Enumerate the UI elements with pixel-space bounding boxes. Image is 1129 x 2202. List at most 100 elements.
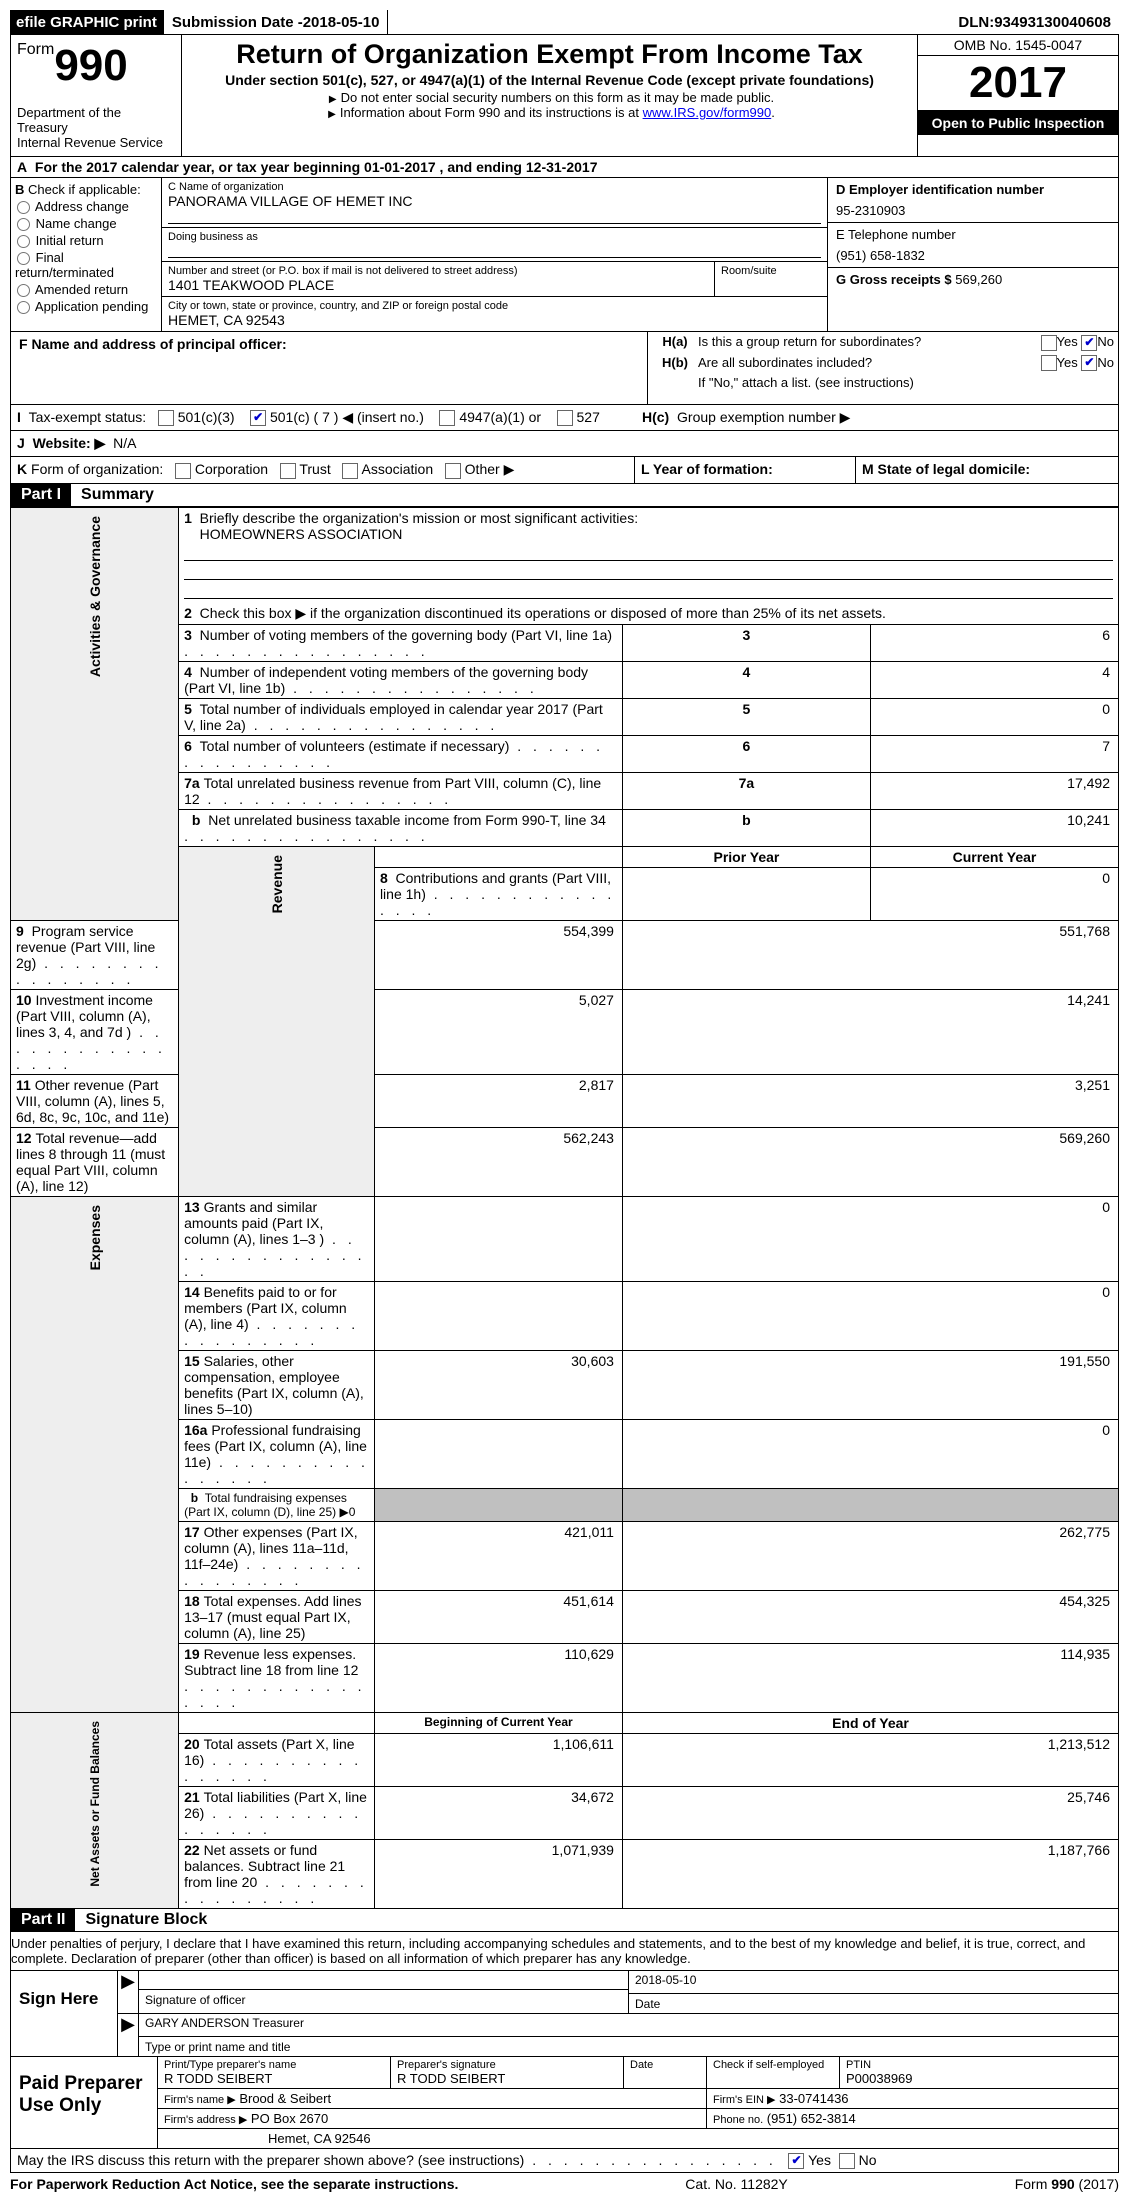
ptin-cap: PTIN <box>846 2059 1112 2071</box>
year-formation-label: L Year of formation: <box>641 461 773 477</box>
note-info: Information about Form 990 and its instr… <box>340 105 643 120</box>
h-a-no[interactable]: ✔ <box>1081 335 1097 351</box>
row-i-tax-status: I Tax-exempt status: 501(c)(3) ✔ 501(c) … <box>10 405 1119 431</box>
chk-trust[interactable] <box>280 463 296 479</box>
firm-addr-cap: Firm's address ▶ <box>164 2114 247 2126</box>
h-b-note: If "No," attach a list. (see instruction… <box>698 375 1114 390</box>
form-990-footer: Form 990 (2017) <box>1015 2176 1119 2192</box>
h-a-yes[interactable] <box>1041 335 1057 351</box>
officer-label: F Name and address of principal officer: <box>19 336 287 352</box>
line-16b-prior-shaded <box>374 1488 622 1521</box>
irs-link[interactable]: www.IRS.gov/form990 <box>643 105 772 120</box>
current-year-hdr: Current Year <box>870 846 1118 867</box>
line-20-begin: 1,106,611 <box>374 1733 622 1786</box>
h-b-no[interactable]: ✔ <box>1081 355 1097 371</box>
firm-addr2: Hemet, CA 92546 <box>158 2128 1118 2148</box>
header-bar: efile GRAPHIC print Submission Date - 20… <box>10 10 1119 35</box>
irs-discuss-row: May the IRS discuss this return with the… <box>10 2149 1119 2173</box>
discuss-yes[interactable]: ✔ <box>788 2153 804 2169</box>
line-18: Total expenses. Add lines 13–17 (must eq… <box>184 1593 361 1641</box>
chk-527[interactable] <box>557 410 573 426</box>
line-20-end: 1,213,512 <box>622 1733 1118 1786</box>
line-10-curr: 14,241 <box>622 989 1118 1074</box>
h-c-label: H(c) <box>642 409 669 425</box>
line-7b: Net unrelated business taxable income fr… <box>208 812 606 828</box>
line-9-prior: 554,399 <box>374 920 622 989</box>
sign-here-block: Sign Here ▶ Signature of officer 2018-05… <box>10 1971 1119 2057</box>
preparer-label: Paid Preparer Use Only <box>11 2057 158 2148</box>
ptin: P00038969 <box>846 2071 1112 2086</box>
chk-app-pending[interactable]: Application pending <box>15 299 157 314</box>
self-employed: Check if self-employed <box>707 2057 840 2089</box>
line-6-val: 7 <box>870 735 1118 772</box>
perjury-text: Under penalties of perjury, I declare th… <box>10 1932 1119 1971</box>
line-7b-val: 10,241 <box>870 809 1118 846</box>
line-14-prior <box>374 1281 622 1350</box>
chk-other[interactable] <box>445 463 461 479</box>
phone-label: E Telephone number <box>836 227 1110 242</box>
chk-final-return[interactable]: Final return/terminated <box>15 250 157 280</box>
chk-4947[interactable] <box>439 410 455 426</box>
h-c-text: Group exemption number ▶ <box>677 409 850 425</box>
chk-501c[interactable]: ✔ <box>250 410 266 426</box>
line-3: Number of voting members of the governin… <box>200 627 612 643</box>
line-16b-curr-shaded <box>622 1488 1118 1521</box>
page-footer: For Paperwork Reduction Act Notice, see … <box>10 2173 1119 2192</box>
street-value: 1401 TEAKWOOD PLACE <box>168 277 708 293</box>
form-title: Return of Organization Exempt From Incom… <box>192 39 907 70</box>
line-22-begin: 1,071,939 <box>374 1839 622 1908</box>
line-22-end: 1,187,766 <box>622 1839 1118 1908</box>
line-17-curr: 262,775 <box>622 1521 1118 1590</box>
summary-table: Activities & Governance 1 Briefly descri… <box>10 507 1119 1909</box>
city-value: HEMET, CA 92543 <box>168 312 821 328</box>
firm-ein: 33-0741436 <box>779 2091 848 2106</box>
chk-corp[interactable] <box>175 463 191 479</box>
open-to-public: Open to Public Inspection <box>918 111 1118 135</box>
line-9-curr: 551,768 <box>622 920 1118 989</box>
line-15-curr: 191,550 <box>622 1350 1118 1419</box>
prep-date-cap: Date <box>630 2059 700 2071</box>
line-7a-val: 17,492 <box>870 772 1118 809</box>
chk-501c3[interactable] <box>158 410 174 426</box>
h-b-yes[interactable] <box>1041 355 1057 371</box>
dept-treasury: Department of the Treasury <box>17 105 175 135</box>
line-16b: Total fundraising expenses (Part IX, col… <box>184 1491 355 1519</box>
submission-date: Submission Date - 2018-05-10 <box>164 10 389 34</box>
line-6: Total number of volunteers (estimate if … <box>200 738 510 754</box>
form-number: 990 <box>54 41 127 90</box>
omb-number: OMB No. 1545-0047 <box>918 35 1118 56</box>
discuss-no[interactable] <box>839 2153 855 2169</box>
org-name-caption: C Name of organization <box>168 181 821 193</box>
chk-initial-return[interactable]: Initial return <box>15 233 157 248</box>
cat-no: Cat. No. 11282Y <box>458 2176 1014 2192</box>
line-14-curr: 0 <box>622 1281 1118 1350</box>
line-12-prior: 562,243 <box>374 1127 622 1196</box>
part-2-header: Part II Signature Block <box>10 1909 1119 1932</box>
line-18-curr: 454,325 <box>622 1590 1118 1643</box>
form-subtitle: Under section 501(c), 527, or 4947(a)(1)… <box>192 72 907 88</box>
chk-assoc[interactable] <box>342 463 358 479</box>
prior-year-hdr: Prior Year <box>622 846 870 867</box>
officer-name-title: GARY ANDERSON Treasurer <box>139 2014 1118 2037</box>
line-16a-prior <box>374 1419 622 1488</box>
line-17-prior: 421,011 <box>374 1521 622 1590</box>
row-k-form-org: K Form of organization: Corporation Trus… <box>10 457 1119 483</box>
line-11: Other revenue (Part VIII, column (A), li… <box>16 1077 169 1125</box>
mission-value: HOMEOWNERS ASSOCIATION <box>200 526 403 542</box>
line-11-curr: 3,251 <box>622 1074 1118 1127</box>
part-1-header: Part I Summary <box>10 484 1119 507</box>
h-b-label: H(b) <box>652 355 698 372</box>
firm-name: Brood & Seibert <box>239 2091 331 2106</box>
line-15: Salaries, other compensation, employee b… <box>184 1353 364 1417</box>
chk-amended[interactable]: Amended return <box>15 282 157 297</box>
irs-label: Internal Revenue Service <box>17 135 175 150</box>
chk-address-change[interactable]: Address change <box>15 199 157 214</box>
form-header: Form990 Department of the Treasury Inter… <box>10 35 1119 157</box>
line-12: Total revenue—add lines 8 through 11 (mu… <box>16 1130 165 1194</box>
mission-label: Briefly describe the organization's miss… <box>200 510 638 526</box>
line-15-prior: 30,603 <box>374 1350 622 1419</box>
firm-phone: (951) 652-3814 <box>767 2111 856 2126</box>
chk-name-change[interactable]: Name change <box>15 216 157 231</box>
efile-label: efile GRAPHIC print <box>10 10 164 34</box>
phone-value: (951) 658-1832 <box>836 248 1110 263</box>
